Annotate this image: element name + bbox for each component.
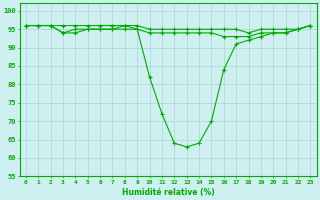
X-axis label: Humidité relative (%): Humidité relative (%) <box>122 188 214 197</box>
